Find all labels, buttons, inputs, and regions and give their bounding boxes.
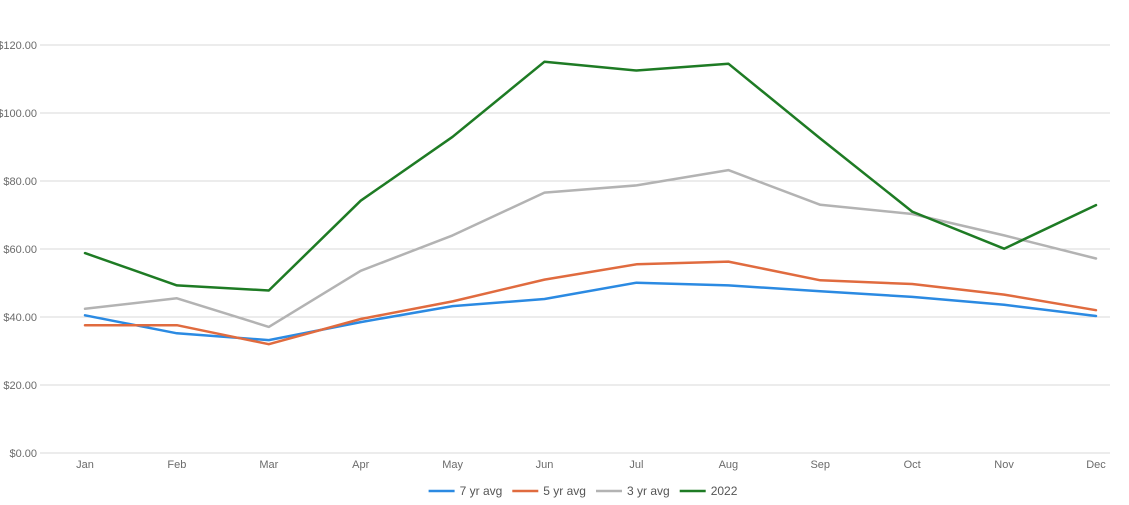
- x-tick-label: Oct: [904, 459, 921, 471]
- legend-label: 2022: [711, 484, 738, 498]
- series-line-2022: [83, 60, 1098, 292]
- legend-label: 5 yr avg: [543, 484, 586, 498]
- y-tick-label: $0.00: [9, 448, 37, 460]
- legend-item: 3 yr avg: [596, 484, 670, 498]
- grid-layer: [40, 44, 1110, 454]
- y-tick-label: $80.00: [3, 176, 37, 188]
- y-tick-label: $40.00: [3, 312, 37, 324]
- x-tick-label: Sep: [810, 459, 830, 471]
- x-tick-label: Jul: [629, 459, 643, 471]
- y-tick-label: $60.00: [3, 244, 37, 256]
- x-tick-label: Aug: [719, 459, 739, 471]
- legend-label: 7 yr avg: [460, 484, 503, 498]
- y-tick-label: $20.00: [3, 380, 37, 392]
- x-tick-label: Apr: [352, 459, 369, 471]
- y-tick-label: $120.00: [0, 40, 37, 52]
- legend-label: 3 yr avg: [627, 484, 670, 498]
- x-tick-label: Jun: [536, 459, 554, 471]
- legend-item: 7 yr avg: [428, 484, 503, 498]
- x-tick-label: May: [442, 459, 463, 471]
- x-tick-label: Nov: [994, 459, 1014, 471]
- y-tick-label: $100.00: [0, 108, 37, 120]
- x-tick-label: Mar: [259, 459, 278, 471]
- x-tick-label: Dec: [1086, 459, 1106, 471]
- x-tick-label: Jan: [76, 459, 94, 471]
- series-lines: [83, 60, 1098, 346]
- y-axis-tick-labels: $0.00 $20.00 $40.00 $60.00 $80.00 $100.00 $120…: [0, 40, 37, 460]
- series-line-7-yr-avg: [83, 281, 1098, 342]
- x-tick-label: Feb: [167, 459, 186, 471]
- legend: 7 yr avg 5 yr avg 3 yr avg 2022: [428, 484, 738, 498]
- legend-item: 2022: [679, 484, 738, 498]
- series-line-5-yr-avg: [83, 260, 1098, 346]
- x-axis-tick-labels: Jan Feb Mar Apr May Jun Jul Aug Sep Oct Nov Dec: [76, 459, 1106, 471]
- legend-item: 5 yr avg: [512, 484, 586, 498]
